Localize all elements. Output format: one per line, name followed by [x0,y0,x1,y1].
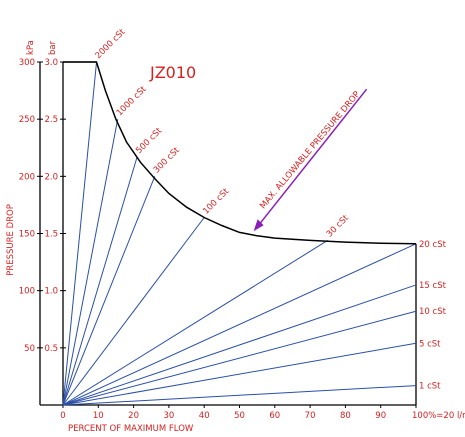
x-tick-label: 60 [269,411,280,421]
series-label: 2000 cSt [94,27,128,61]
series-line [62,119,119,406]
series-line [62,156,138,406]
y-tick-label-kpa: 100 [19,287,35,297]
y-tick-label-kpa: 50 [24,344,35,354]
y-axis-title: PRESSURE DROP [6,204,16,276]
y-tick-label-kpa: 250 [19,115,35,125]
series-label: 500 cSt [134,126,164,156]
series-line [62,310,417,406]
y-tick-label-kpa: 150 [19,230,35,240]
x-tick-label: 100%=20 l/min [412,411,465,421]
x-tick-label: 0 [60,411,65,421]
y-tick-label-bar: 1.0 [44,287,58,297]
series-line [62,385,417,406]
max-pressure-curve [63,61,417,245]
annotation-arrow-shaft [258,88,368,226]
series-line [62,239,329,406]
y-tick-label-kpa: 300 [19,58,35,68]
chart-title: JZ010 [149,63,196,82]
series-label: 30 cSt [325,213,352,240]
y-tick-label-kpa: 200 [19,172,35,182]
series-line [62,284,417,406]
annotation-arrow-head [253,219,264,232]
y-tick-label-bar: 3.0 [44,58,58,68]
x-axis-title: PERCENT OF MAXIMUM FLOW [68,424,194,434]
series-line [62,61,98,406]
series-label: 20 cSt [419,240,447,250]
y-tick-label-bar: 2.5 [44,115,58,125]
x-tick-label: 70 [305,411,316,421]
series-label: 15 cSt [419,281,447,291]
x-tick-label: 30 [163,411,174,421]
y-unit-bar: bar [48,40,58,55]
x-tick-label: 10 [93,411,104,421]
x-tick-label: 90 [375,411,386,421]
series-label: 10 cSt [419,307,447,317]
y-tick-label-bar: 1.5 [44,230,58,240]
series-line [62,342,417,406]
y-unit-kpa: kPa [26,40,36,55]
series-label: 300 cSt [152,145,182,175]
x-tick-label: 40 [199,411,210,421]
annotation-label: MAX. ALLOWABLE PRESSURE DROP [258,90,362,211]
series-line [62,176,156,406]
series-label: 1 cSt [419,382,441,392]
y-tick-label-bar: 2.0 [44,172,58,182]
x-tick-label: 50 [234,411,245,421]
y-tick-label-bar: 0.5 [44,344,58,354]
x-tick-label: 20 [128,411,139,421]
series-label: 1000 cSt [115,84,149,118]
x-tick-label: 80 [340,411,351,421]
series-label: 5 cSt [419,339,441,349]
series-line [62,243,417,406]
series-label: 100 cSt [201,186,231,216]
series-line [62,217,205,406]
